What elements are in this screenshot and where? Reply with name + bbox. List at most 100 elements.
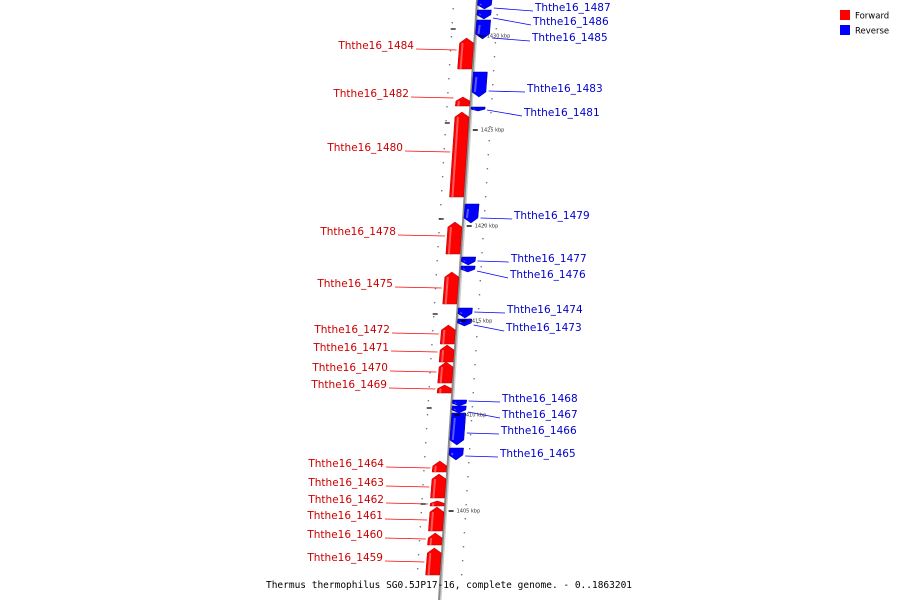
- gene-arrow[interactable]: [457, 307, 473, 319]
- gene-Ththe16_1473[interactable]: Ththe16_1473: [457, 318, 582, 334]
- gene-label[interactable]: Ththe16_1484: [337, 40, 414, 52]
- gene-Ththe16_1465[interactable]: Ththe16_1465: [448, 447, 576, 461]
- label-leader: [476, 270, 509, 279]
- gene-highlight: [451, 116, 459, 198]
- gene-label[interactable]: Ththe16_1472: [313, 324, 390, 336]
- gene-label[interactable]: Ththe16_1466: [500, 425, 577, 437]
- gene-label[interactable]: Ththe16_1467: [501, 409, 578, 421]
- axis-dot: [424, 456, 426, 458]
- axis-dot: [493, 56, 496, 58]
- gene-Ththe16_1466[interactable]: Ththe16_1466: [449, 412, 577, 446]
- gene-Ththe16_1482[interactable]: Ththe16_1482: [332, 88, 471, 107]
- gene-label[interactable]: Ththe16_1482: [332, 88, 409, 100]
- gene-label[interactable]: Ththe16_1461: [306, 510, 383, 522]
- gene-Ththe16_1483[interactable]: Ththe16_1483: [471, 71, 603, 98]
- gene-arrow[interactable]: [431, 460, 448, 473]
- axis-dot: [425, 442, 427, 444]
- gene-arrow[interactable]: [460, 265, 476, 273]
- gene-arrow[interactable]: [428, 506, 445, 532]
- gene-arrow[interactable]: [477, 0, 493, 10]
- gene-arrow[interactable]: [451, 405, 467, 414]
- gene-label[interactable]: Ththe16_1481: [523, 107, 600, 119]
- axis-dot: [418, 540, 421, 542]
- gene-Ththe16_1461[interactable]: Ththe16_1461: [306, 506, 445, 532]
- gene-arrow[interactable]: [439, 324, 456, 345]
- axis-dot: [481, 252, 483, 254]
- gene-Ththe16_1462[interactable]: Ththe16_1462: [307, 494, 445, 507]
- gene-arrow[interactable]: [445, 221, 463, 255]
- axis-dot: [485, 196, 487, 198]
- gene-label[interactable]: Ththe16_1486: [532, 16, 609, 28]
- gene-label[interactable]: Ththe16_1478: [319, 226, 396, 238]
- gene-Ththe16_1471[interactable]: Ththe16_1471: [312, 342, 455, 363]
- label-leader: [410, 96, 454, 99]
- gene-label[interactable]: Ththe16_1468: [501, 393, 578, 405]
- gene-arrow[interactable]: [457, 37, 474, 70]
- gene-arrow[interactable]: [471, 71, 488, 98]
- gene-arrow[interactable]: [470, 106, 486, 112]
- gene-label[interactable]: Ththe16_1469: [310, 379, 387, 391]
- kbp-label: 1420 kbp: [475, 224, 499, 230]
- gene-Ththe16_1480[interactable]: Ththe16_1480: [326, 111, 470, 198]
- gene-Ththe16_1485[interactable]: Ththe16_1485: [475, 19, 608, 44]
- gene-label[interactable]: Ththe16_1487: [534, 2, 611, 14]
- gene-label[interactable]: Ththe16_1471: [312, 342, 389, 354]
- gene-Ththe16_1484[interactable]: Ththe16_1484: [337, 37, 474, 70]
- gene-label[interactable]: Ththe16_1459: [306, 552, 383, 564]
- gene-highlight: [439, 388, 442, 394]
- gene-Ththe16_1467[interactable]: Ththe16_1467: [451, 405, 578, 421]
- gene-arrow[interactable]: [460, 256, 476, 266]
- gene-label[interactable]: Ththe16_1464: [307, 458, 384, 470]
- gene-label[interactable]: Ththe16_1460: [306, 529, 383, 541]
- gene-arrow[interactable]: [429, 500, 445, 507]
- gene-label[interactable]: Ththe16_1477: [510, 253, 587, 265]
- gene-Ththe16_1479[interactable]: Ththe16_1479: [463, 203, 590, 224]
- gene-Ththe16_1476[interactable]: Ththe16_1476: [460, 265, 586, 281]
- gene-Ththe16_1474[interactable]: Ththe16_1474: [457, 304, 583, 319]
- gene-Ththe16_1475[interactable]: Ththe16_1475: [316, 271, 460, 305]
- gene-Ththe16_1468[interactable]: Ththe16_1468: [452, 393, 578, 407]
- gene-Ththe16_1487[interactable]: Ththe16_1487: [477, 0, 611, 14]
- gene-arrow[interactable]: [463, 203, 480, 224]
- gene-Ththe16_1477[interactable]: Ththe16_1477: [460, 253, 587, 266]
- gene-label[interactable]: Ththe16_1474: [506, 304, 583, 316]
- axis-dot: [463, 532, 466, 534]
- gene-Ththe16_1460[interactable]: Ththe16_1460: [306, 529, 443, 546]
- gene-arrow[interactable]: [452, 399, 467, 407]
- gene-Ththe16_1470[interactable]: Ththe16_1470: [311, 361, 454, 384]
- gene-label[interactable]: Ththe16_1465: [499, 448, 576, 460]
- gene-Ththe16_1472[interactable]: Ththe16_1472: [313, 324, 456, 345]
- gene-arrow[interactable]: [437, 361, 454, 384]
- gene-label[interactable]: Ththe16_1485: [531, 32, 608, 44]
- gene-label[interactable]: Ththe16_1470: [311, 362, 388, 374]
- gene-Ththe16_1459[interactable]: Ththe16_1459: [306, 547, 442, 576]
- gene-arrow[interactable]: [449, 412, 467, 446]
- gene-label[interactable]: Ththe16_1475: [316, 278, 393, 290]
- gene-arrow[interactable]: [475, 19, 491, 40]
- gene-label[interactable]: Ththe16_1479: [513, 210, 590, 222]
- gene-Ththe16_1481[interactable]: Ththe16_1481: [470, 106, 600, 119]
- gene-label[interactable]: Ththe16_1483: [526, 83, 603, 95]
- gene-arrow[interactable]: [449, 111, 470, 198]
- gene-label[interactable]: Ththe16_1480: [326, 142, 403, 154]
- gene-label[interactable]: Ththe16_1473: [505, 322, 582, 334]
- gene-arrow[interactable]: [476, 9, 492, 20]
- gene-arrow[interactable]: [430, 473, 447, 499]
- gene-label[interactable]: Ththe16_1462: [307, 494, 384, 506]
- gene-arrow[interactable]: [455, 96, 471, 107]
- gene-Ththe16_1478[interactable]: Ththe16_1478: [319, 221, 463, 255]
- gene-arrow[interactable]: [425, 547, 442, 576]
- gene-Ththe16_1486[interactable]: Ththe16_1486: [476, 9, 609, 28]
- gene-label[interactable]: Ththe16_1476: [509, 269, 586, 281]
- axis-dot: [432, 330, 434, 332]
- gene-label[interactable]: Ththe16_1463: [307, 477, 384, 489]
- gene-arrow[interactable]: [427, 532, 443, 546]
- axis-dot: [466, 490, 468, 492]
- gene-Ththe16_1469[interactable]: Ththe16_1469: [310, 379, 452, 394]
- axis-dot: [434, 288, 437, 290]
- gene-arrow[interactable]: [448, 447, 464, 461]
- gene-Ththe16_1464[interactable]: Ththe16_1464: [307, 458, 448, 473]
- gene-Ththe16_1463[interactable]: Ththe16_1463: [307, 473, 447, 499]
- gene-arrow[interactable]: [436, 384, 452, 394]
- gene-arrow[interactable]: [442, 271, 460, 305]
